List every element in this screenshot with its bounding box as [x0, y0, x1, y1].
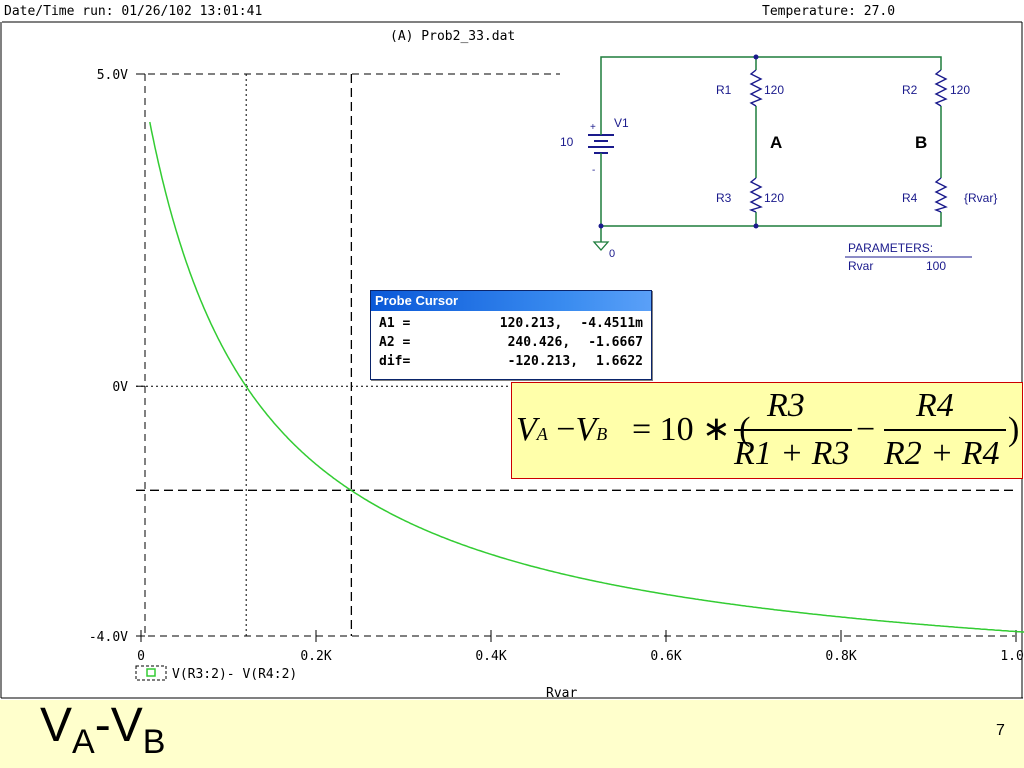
probe-row-label: A1 = — [379, 316, 411, 331]
legend-marker — [146, 668, 156, 677]
ground-icon — [592, 241, 610, 251]
series-line — [149, 121, 1024, 633]
probe-row-label: A2 = — [379, 335, 411, 350]
r1-name: R1 — [716, 83, 732, 97]
slide-title-dash: - — [94, 699, 111, 752]
formula-minus: − — [556, 411, 576, 448]
node-b-label: B — [915, 133, 927, 152]
y-tick-label: 5.0V — [97, 68, 128, 83]
formula-mid-minus: − — [856, 411, 876, 448]
axes-frame — [136, 73, 1015, 637]
resistor-r2-icon — [934, 69, 948, 107]
probe-row-y: 1.6622 — [596, 354, 643, 369]
resistor-r4-icon — [933, 177, 948, 213]
r3-name: R3 — [716, 191, 732, 205]
probe-row-x: 240.426, — [507, 335, 571, 350]
r4-value: {Rvar} — [964, 191, 997, 205]
probe-row-x: -120.213, — [507, 354, 579, 369]
formula-den2: R2 + R4 — [884, 435, 1000, 472]
probe-row-a1: A1 = 120.213, -4.4511m — [379, 314, 643, 333]
r1-value: 120 — [764, 83, 784, 97]
slide-title-vb: V — [110, 699, 143, 752]
source-value: 10 — [560, 135, 574, 149]
formula-box: VA −VB = 10 ∗ ( R3 R1 + R3 − R4 R2 + R4 … — [511, 382, 1023, 479]
slide-title: VA-VB — [40, 694, 165, 762]
formula-equals-ten: = 10 ∗ ( — [632, 411, 751, 448]
formula-lhs: VA −VB — [516, 413, 607, 451]
formula-fraction-bar-1 — [734, 429, 852, 431]
x-tick-label: 0.6K — [650, 649, 681, 664]
formula-fraction-bar-2 — [884, 429, 1006, 431]
slide-title-va: V — [40, 699, 73, 752]
x-tick-label: 0.2K — [300, 649, 331, 664]
slide-title-va-sub: A — [72, 723, 95, 761]
source-minus: - — [592, 165, 595, 176]
node-a-label: A — [770, 133, 782, 152]
ground-label: 0 — [609, 248, 615, 260]
resistor-r3-icon — [748, 177, 763, 213]
probe-row-y: -1.6667 — [588, 335, 643, 350]
slide-title-vb-sub: B — [142, 723, 166, 761]
x-tick-label: 0.4K — [475, 649, 506, 664]
formula-va: V — [516, 411, 537, 448]
probe-cursor-window[interactable]: Probe Cursor A1 = 120.213, -4.4511m A2 =… — [370, 290, 652, 380]
probe-row-x: 120.213, — [499, 316, 563, 331]
formula-num2: R4 — [916, 387, 954, 424]
formula-vb-sub: B — [596, 424, 608, 444]
datetime-label: Date/Time run: 01/26/102 13:01:41 — [4, 4, 262, 19]
formula-num1: R3 — [767, 387, 805, 424]
param-value: 100 — [926, 259, 946, 273]
x-tick-label: 0.8K — [825, 649, 856, 664]
source-name: V1 — [614, 116, 629, 130]
legend-box[interactable] — [135, 665, 167, 681]
junction-dot — [753, 54, 759, 60]
slide-number: 7 — [996, 722, 1005, 739]
formula-den1: R1 + R3 — [734, 435, 850, 472]
probe-row-label: dif= — [379, 354, 411, 369]
formula-va-sub: A — [536, 424, 548, 444]
r3-value: 120 — [764, 191, 784, 205]
probe-row-a2: A2 = 240.426, -1.6667 — [379, 333, 643, 352]
source-plus: + — [590, 122, 596, 133]
x-tick-label: 0 — [137, 649, 145, 664]
x-tick-label: 1.0K — [1000, 649, 1024, 664]
x-axis-label: Rvar — [546, 686, 577, 700]
plot-svg: Date/Time run: 01/26/102 13:01:41 Temper… — [0, 4, 1024, 700]
legend-label: V(R3:2)- V(R4:2) — [172, 667, 297, 682]
circuit-schematic: 10 V1 + - R1 120 R2 120 R3 120 R4 {Rvar}… — [560, 54, 997, 273]
file-title: (A) Prob2_33.dat — [390, 29, 515, 44]
probe-cursor-body: A1 = 120.213, -4.4511m A2 = 240.426, -1.… — [371, 311, 651, 371]
formula-vb: V — [575, 411, 597, 448]
plot-window: Date/Time run: 01/26/102 13:01:41 Temper… — [0, 0, 1024, 700]
junction-dot — [598, 223, 604, 229]
probe-cursors — [136, 74, 1015, 636]
probe-row-y: -4.4511m — [580, 316, 643, 331]
y-tick-label: 0V — [112, 380, 128, 395]
top-wire — [600, 56, 942, 130]
y-tick-label: -4.0V — [89, 630, 128, 645]
temperature-label: Temperature: 27.0 — [762, 4, 895, 19]
probe-cursor-title[interactable]: Probe Cursor — [371, 291, 651, 311]
r2-name: R2 — [902, 83, 918, 97]
resistor-r1-icon — [749, 69, 763, 107]
formula-close-paren: ) — [1008, 411, 1020, 448]
r4-name: R4 — [902, 191, 918, 205]
bottom-wire — [600, 160, 942, 227]
junction-dot — [753, 223, 759, 229]
param-name: Rvar — [848, 259, 873, 273]
r2-value: 120 — [950, 83, 970, 97]
params-title: PARAMETERS: — [848, 241, 933, 255]
probe-row-dif: dif= -120.213, 1.6622 — [379, 352, 643, 371]
